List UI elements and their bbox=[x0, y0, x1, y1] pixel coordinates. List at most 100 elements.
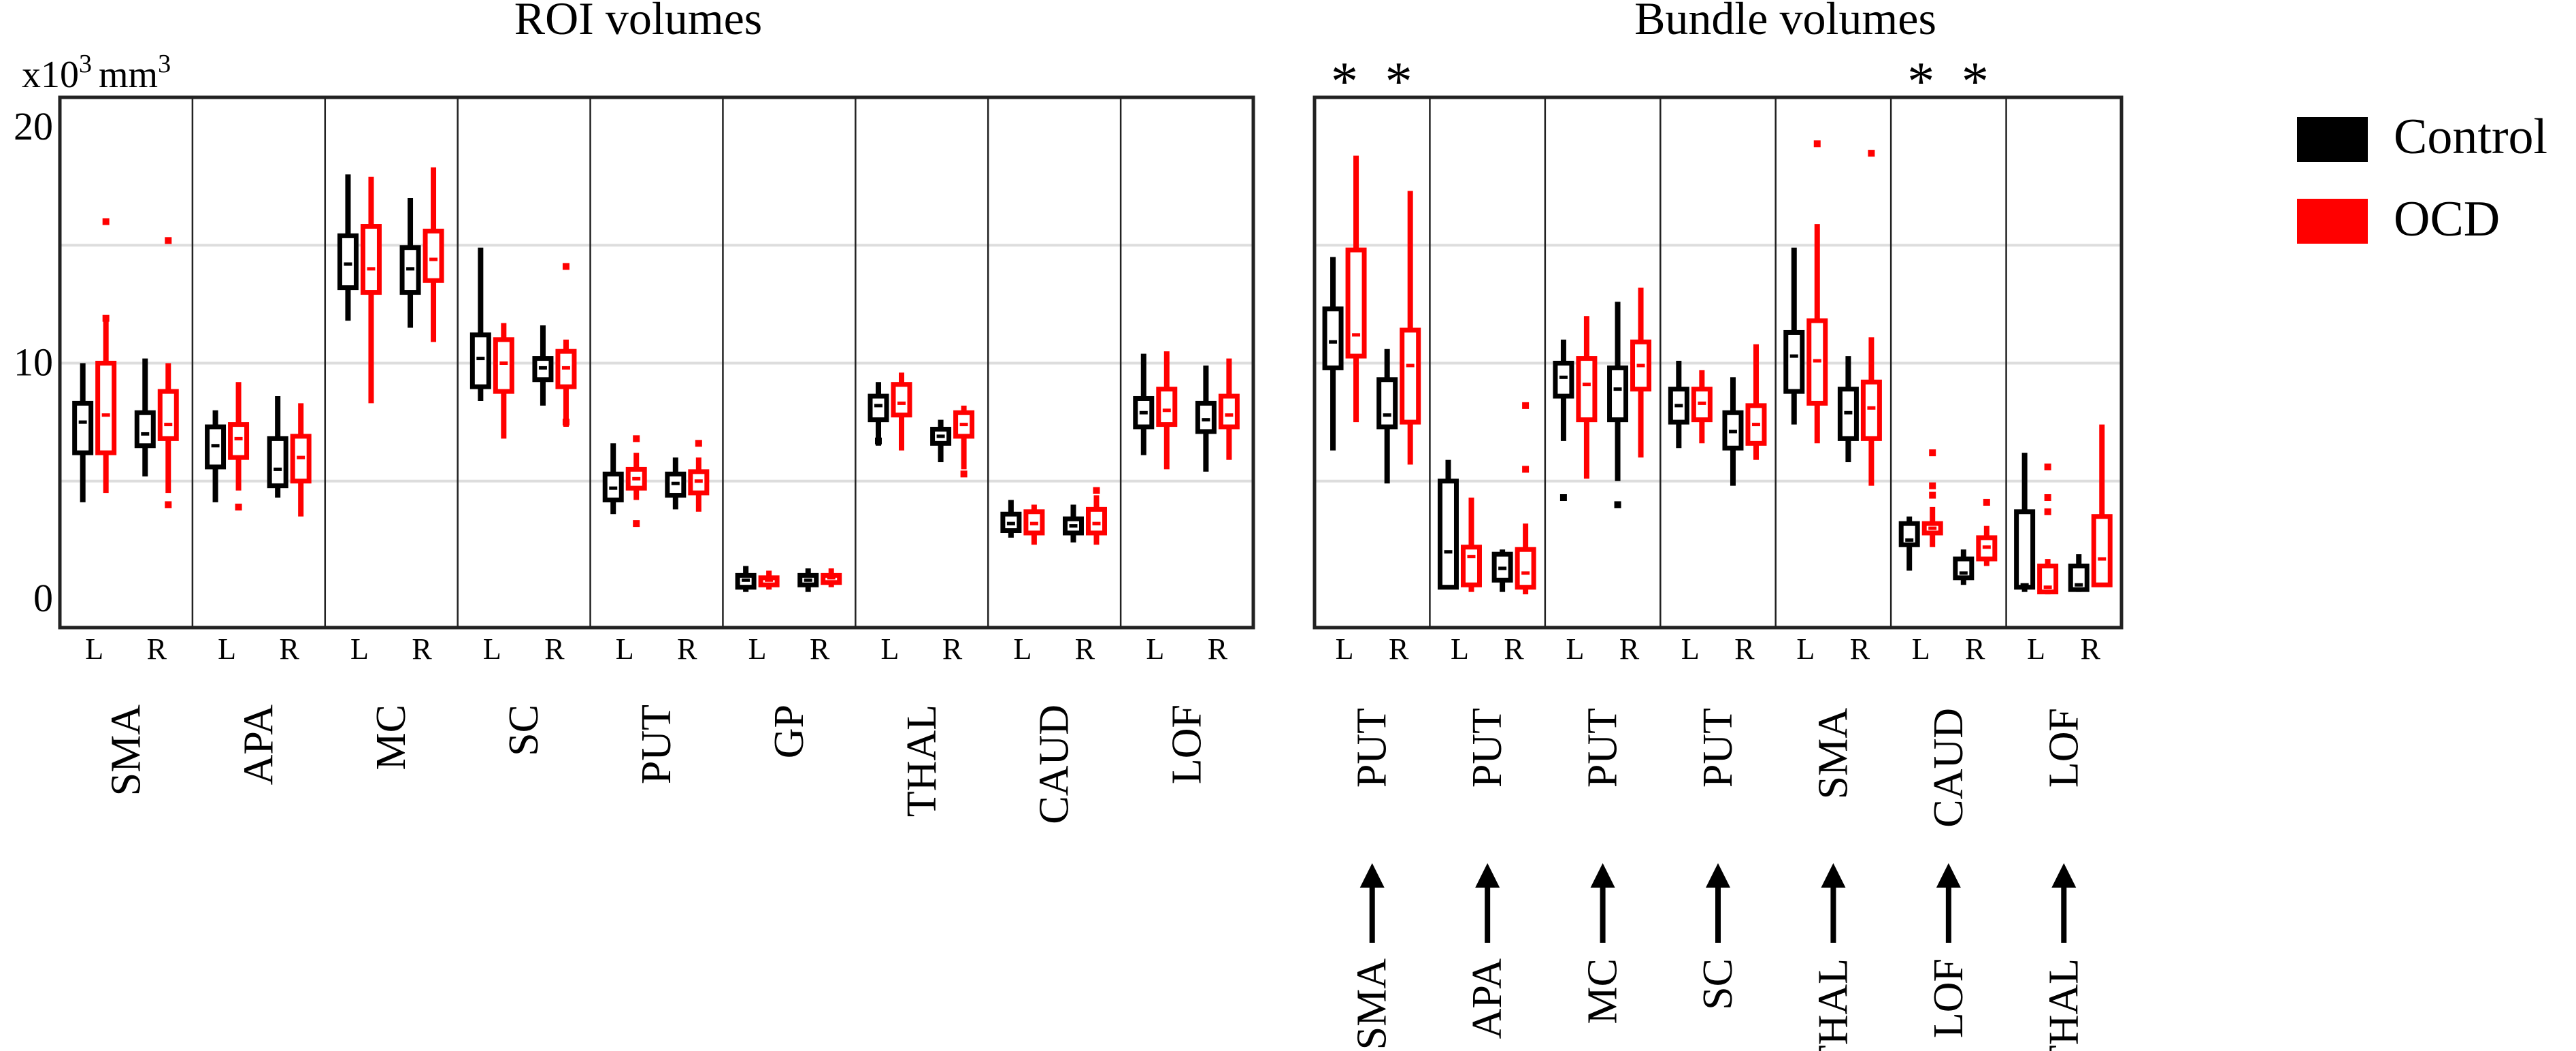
bundle-box-thal-lof-r-control bbox=[2068, 554, 2090, 592]
y-unit-exponent: 3 bbox=[79, 50, 92, 78]
bundle-box-lof-caud-l-control bbox=[1898, 516, 1920, 571]
box-iqr bbox=[337, 233, 359, 291]
bundle-group-target: LOF bbox=[1926, 958, 1972, 1038]
bundle-box-sma-put-r-ocd bbox=[1400, 191, 1421, 465]
bundle-group-source: PUT bbox=[1349, 708, 1396, 788]
box-outlier bbox=[875, 437, 882, 444]
box-iqr bbox=[625, 466, 647, 491]
roi-group-label: THAL bbox=[899, 705, 945, 817]
roi-side-label: L bbox=[881, 632, 899, 666]
box-outlier bbox=[165, 501, 172, 508]
bundle-side-label: R bbox=[1734, 632, 1755, 666]
box-outlier bbox=[2044, 463, 2051, 470]
box-outlier bbox=[235, 503, 242, 511]
roi-side-label: L bbox=[218, 632, 236, 666]
box-outlier bbox=[1093, 487, 1100, 494]
roi-side-label: R bbox=[942, 632, 963, 666]
bundle-side-label: L bbox=[2027, 632, 2045, 666]
box-outlier bbox=[102, 314, 110, 322]
roi-side-label: R bbox=[810, 632, 830, 666]
box-iqr bbox=[72, 400, 94, 455]
box-iqr bbox=[1400, 327, 1421, 425]
box-iqr bbox=[1837, 387, 1859, 441]
bundle-side-label: L bbox=[1912, 632, 1930, 666]
box-iqr bbox=[1322, 306, 1344, 370]
bundle-box-mc-put-r-ocd bbox=[1630, 287, 1652, 458]
roi-side-label: R bbox=[279, 632, 299, 666]
roi-box-apa-r-control bbox=[267, 396, 288, 498]
bundle-box-sma-put-r-control bbox=[1376, 349, 1398, 484]
roi-side-label: L bbox=[350, 632, 369, 666]
box-iqr bbox=[868, 393, 889, 423]
box-outlier bbox=[2044, 508, 2051, 515]
bundle-box-sc-put-r-control bbox=[1722, 377, 1744, 486]
box-outlier bbox=[102, 218, 110, 225]
roi-box-lof-r-control bbox=[1195, 365, 1217, 472]
legend-label-ocd: OCD bbox=[2394, 191, 2500, 247]
box-outlier bbox=[165, 237, 172, 244]
box-iqr bbox=[1218, 393, 1240, 430]
bundle-side-label: L bbox=[1796, 632, 1815, 666]
roi-box-caud-l-ocd bbox=[1023, 504, 1045, 545]
roi-side-label: R bbox=[1075, 632, 1095, 666]
box-iqr bbox=[1085, 506, 1107, 536]
box-iqr bbox=[205, 424, 227, 470]
roi-box-gp-l-control bbox=[735, 566, 757, 592]
box-outlier bbox=[1929, 449, 1936, 457]
bundle-box-thal-lof-r-ocd bbox=[2091, 424, 2113, 587]
roi-box-sma-l-control bbox=[72, 363, 94, 502]
roi-box-sc-r-control bbox=[532, 325, 554, 406]
bundle-arrowhead-icon bbox=[1821, 863, 1846, 888]
bundle-significance-star: * bbox=[1385, 52, 1413, 112]
roi-group-label: SC bbox=[501, 705, 547, 756]
bundle-group-source: PUT bbox=[1464, 708, 1510, 788]
box-outlier bbox=[1929, 491, 1936, 499]
roi-box-put-r-control bbox=[665, 457, 687, 510]
bundle-arrowhead-icon bbox=[1359, 863, 1385, 888]
bundle-significance-star: * bbox=[1331, 52, 1358, 112]
box-outlier bbox=[1522, 466, 1530, 473]
roi-box-thal-r-control bbox=[930, 419, 952, 463]
box-outlier bbox=[1929, 482, 1936, 489]
y-unit-label: x103 mm3 bbox=[22, 50, 171, 96]
legend-item-ocd: OCD bbox=[2297, 191, 2500, 247]
bundle-side-label: R bbox=[1389, 632, 1409, 666]
y-tick-label: 20 bbox=[14, 104, 53, 148]
box-iqr bbox=[1000, 511, 1022, 534]
box-iqr bbox=[95, 361, 117, 455]
bundle-group-target: APA bbox=[1464, 958, 1510, 1039]
bundle-box-sc-put-l-control bbox=[1668, 361, 1689, 449]
roi-box-lof-l-control bbox=[1133, 353, 1155, 455]
bundle-box-sma-put-l-ocd bbox=[1345, 155, 1367, 423]
roi-group-label: SMA bbox=[103, 705, 149, 796]
bundle-group-source: CAUD bbox=[1926, 708, 1972, 828]
bundle-group-target: MC bbox=[1580, 958, 1626, 1024]
bundle-side-label: R bbox=[2081, 632, 2101, 666]
bundle-group-label: LOF THAL bbox=[2041, 708, 2087, 1051]
bundle-box-sc-put-l-ocd bbox=[1691, 370, 1713, 444]
roi-box-put-l-ocd bbox=[625, 435, 647, 528]
bundle-box-thal-lof-l-ocd bbox=[2037, 463, 2059, 595]
roi-box-apa-l-ocd bbox=[228, 382, 250, 511]
bundle-box-mc-put-l-control bbox=[1553, 339, 1574, 502]
roi-box-gp-r-control bbox=[797, 568, 819, 592]
box-iqr bbox=[493, 337, 514, 394]
roi-box-lof-r-ocd bbox=[1218, 358, 1240, 460]
box-iqr bbox=[1783, 329, 1805, 394]
roi-box-lof-l-ocd bbox=[1156, 351, 1178, 470]
box-iqr bbox=[1668, 387, 1689, 425]
roi-group-label: PUT bbox=[633, 705, 680, 784]
roi-box-gp-r-ocd bbox=[821, 568, 842, 587]
roi-box-mc-r-control bbox=[399, 197, 421, 328]
bundle-box-thal-lof-l-control bbox=[2014, 453, 2036, 592]
box-outlier bbox=[562, 419, 569, 426]
bundle-box-apa-put-r-ocd bbox=[1515, 402, 1536, 595]
roi-side-label: L bbox=[1146, 632, 1164, 666]
box-iqr bbox=[1860, 379, 1882, 441]
bundle-side-label: L bbox=[1681, 632, 1700, 666]
bundle-box-thal-sma-r-control bbox=[1837, 356, 1859, 463]
roi-box-thal-r-ocd bbox=[953, 405, 975, 478]
box-iqr bbox=[1576, 356, 1598, 423]
bundle-group-label: PUT MC bbox=[1580, 708, 1626, 1024]
y-unit-unit-exponent: 3 bbox=[158, 50, 171, 78]
